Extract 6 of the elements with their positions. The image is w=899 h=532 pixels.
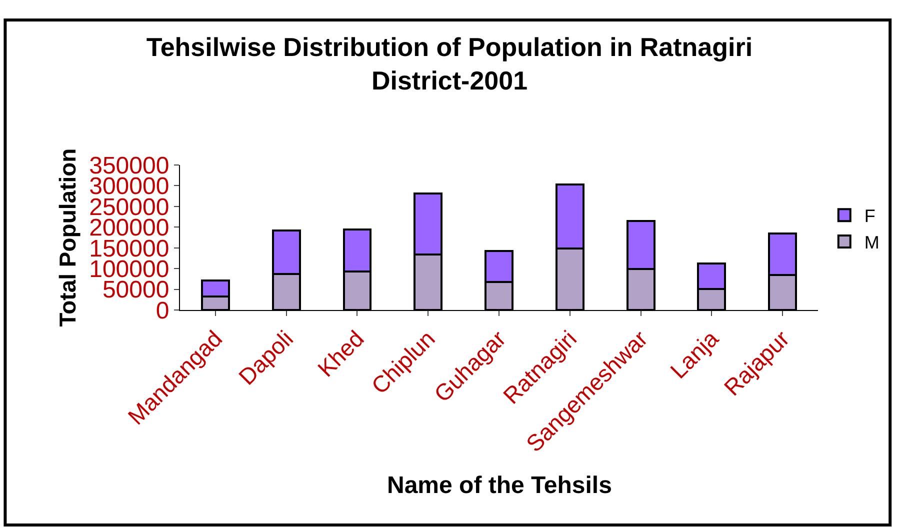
y-tick-label: 0 (156, 297, 170, 324)
legend-label: M (864, 232, 880, 253)
x-axis-title: Name of the Tehsils (387, 472, 612, 499)
legend-label: F (864, 206, 876, 226)
chart-title: Tehsilwise Distribution of Population in Ratnagiri District-2001 (146, 32, 753, 96)
y-axis-title: Total Population (54, 148, 81, 327)
